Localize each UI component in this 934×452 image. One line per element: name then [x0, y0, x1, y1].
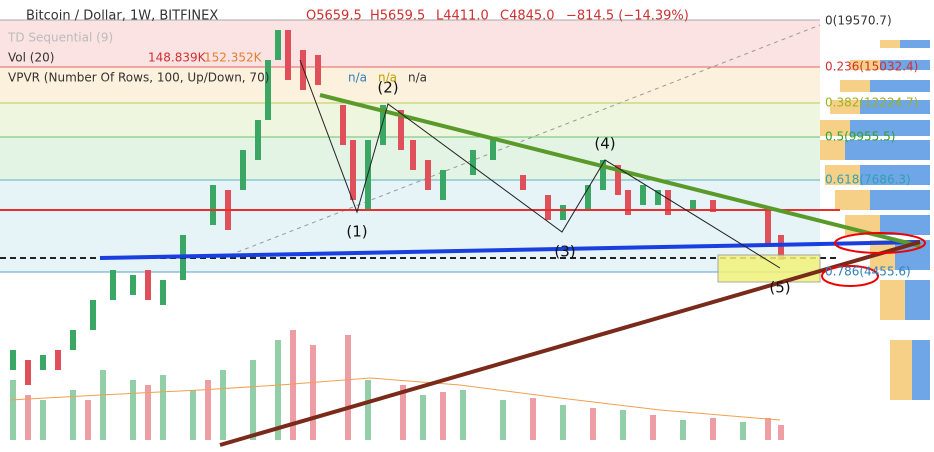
- highlight-circle: [834, 232, 926, 254]
- header: Bitcoin / Dollar, 1W, BITFINEX O5659.5 H…: [26, 9, 689, 24]
- td-indicator: TD Sequential (9): [7, 31, 113, 45]
- wave-label: (1): [346, 223, 367, 241]
- wave-label: (5): [769, 279, 790, 297]
- volume-bars: [10, 330, 784, 440]
- fib-zone: [0, 67, 820, 103]
- wave-label: (2): [377, 79, 398, 97]
- ohlc-change: −814.5 (−14.39%): [566, 9, 689, 24]
- vol-ma: 152.352K: [204, 51, 263, 65]
- fib-label: 0.786(4455.6): [825, 265, 911, 279]
- vol-value: 148.839K: [148, 51, 207, 65]
- volume-profile: [820, 40, 930, 400]
- wave-label: (4): [594, 135, 615, 153]
- fib-label: 0.618(7686.3): [825, 173, 911, 187]
- brown-trendline: [219, 240, 921, 447]
- ohlc-high: H5659.5: [370, 9, 425, 24]
- fib-zone: [0, 20, 820, 67]
- wave-path: [299, 59, 781, 269]
- ohlc-close: C4845.0: [500, 9, 555, 24]
- green-trendline: [319, 93, 921, 248]
- fib-lines: [0, 19, 820, 273]
- fib-label: 0(19570.7): [825, 14, 892, 28]
- na-value: n/a: [408, 71, 427, 85]
- fib-label: 0.236(15032.4): [825, 60, 918, 74]
- volume-ma: [9, 377, 781, 421]
- fib-labels: 0(19570.7) 0.236(15032.4) 0.382(12224.7)…: [825, 14, 918, 279]
- vpvr-indicator: VPVR (Number Of Rows, 100, Up/Down, 70): [8, 71, 269, 85]
- fib-diagonal: [229, 24, 821, 256]
- wave-label: (3): [554, 243, 575, 261]
- highlight-circle: [821, 265, 879, 287]
- blue-trendline: [99, 240, 921, 260]
- na-value: n/a: [378, 71, 397, 85]
- na-value: n/a: [348, 71, 367, 85]
- fib-label: 0.382(12224.7): [825, 96, 918, 110]
- fib-label: 0.5(9955.5): [825, 130, 895, 144]
- symbol-title: Bitcoin / Dollar, 1W, BITFINEX: [26, 9, 218, 24]
- ohlc-open: O5659.5: [306, 9, 362, 24]
- ohlc-low: L4411.0: [436, 9, 489, 24]
- vol-indicator: Vol (20): [8, 51, 54, 65]
